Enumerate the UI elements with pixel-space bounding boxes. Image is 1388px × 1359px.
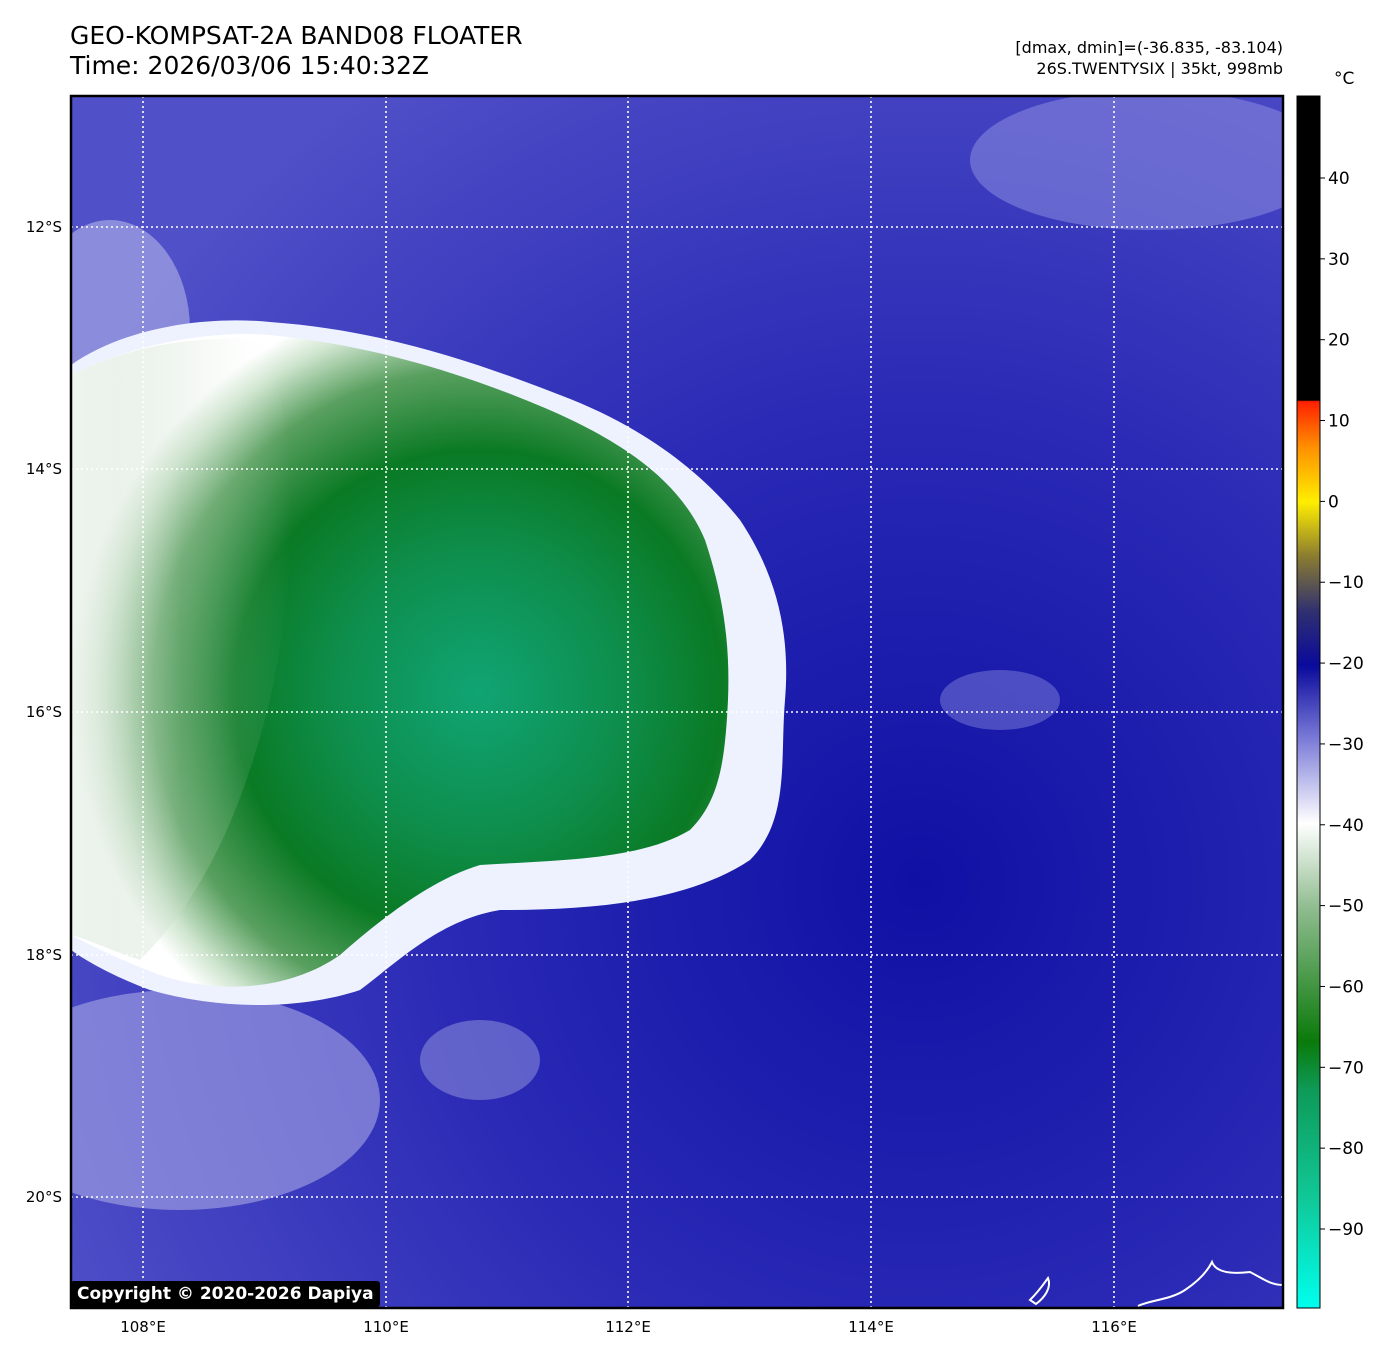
latitude-label: 16°S bbox=[26, 703, 62, 721]
observation-time: Time: 2026/03/06 15:40:32Z bbox=[70, 51, 429, 80]
longitude-label: 114°E bbox=[848, 1318, 894, 1336]
grid-lines bbox=[71, 96, 1283, 1308]
colorbar-tick-label: −50 bbox=[1328, 897, 1364, 917]
colorbar-tick-label: 40 bbox=[1328, 169, 1350, 189]
colorbar-tick-label: −80 bbox=[1328, 1139, 1364, 1159]
island-outline bbox=[1028, 1275, 1050, 1306]
colorbar-tick-label: −20 bbox=[1328, 654, 1364, 674]
longitude-label: 112°E bbox=[605, 1318, 651, 1336]
longitude-label: 116°E bbox=[1091, 1318, 1137, 1336]
colorbar-tick-label: −30 bbox=[1328, 735, 1364, 755]
longitude-label: 110°E bbox=[363, 1318, 409, 1336]
colorbar-tick-label: 20 bbox=[1328, 331, 1350, 351]
chart-title: GEO-KOMPSAT-2A BAND08 FLOATER bbox=[70, 21, 523, 50]
upper-cloud-haze bbox=[970, 96, 1283, 230]
scattered-cloud-south bbox=[420, 1020, 540, 1100]
satellite-image bbox=[71, 96, 1283, 1308]
cirrus-haze bbox=[71, 338, 292, 960]
colorbar-tick-label: 30 bbox=[1328, 250, 1350, 270]
coastline bbox=[1137, 1259, 1283, 1307]
lower-left-cloud-band bbox=[71, 990, 380, 1210]
longitude-label: 108°E bbox=[120, 1318, 166, 1336]
colorbar-tick-label: −70 bbox=[1328, 1058, 1364, 1078]
colorbar-ticks: 40 30 20 10 0 −10 −20 −30 −40 −50 −60 −70 −80 −90 bbox=[1320, 169, 1364, 1240]
colorbar-tick-label: −10 bbox=[1328, 573, 1364, 593]
data-range-text: [dmax, dmin]=(-36.835, -83.104) bbox=[1015, 38, 1283, 57]
colorbar-tick-label: −40 bbox=[1328, 816, 1364, 836]
colorbar bbox=[1296, 95, 1321, 1309]
storm-info-text: 26S.TWENTYSIX | 35kt, 998mb bbox=[1036, 59, 1283, 78]
latitude-labels: 12°S 14°S 16°S 18°S 20°S bbox=[26, 218, 62, 1206]
scattered-cloud bbox=[940, 670, 1060, 730]
longitude-labels: 108°E 110°E 112°E 114°E 116°E bbox=[120, 1318, 1137, 1336]
colorbar-unit: °C bbox=[1334, 69, 1354, 89]
colorbar-tick-label: −60 bbox=[1328, 977, 1364, 997]
latitude-label: 14°S bbox=[26, 460, 62, 478]
copyright-badge: Copyright © 2020-2026 Dapiya bbox=[71, 1281, 380, 1307]
colorbar-tick-label: 10 bbox=[1328, 412, 1350, 432]
colorbar-tick-label: −90 bbox=[1328, 1220, 1364, 1240]
latitude-label: 18°S bbox=[26, 946, 62, 964]
colorbar-tick-label: 0 bbox=[1328, 492, 1339, 512]
map-frame bbox=[69, 94, 1285, 1310]
latitude-label: 12°S bbox=[26, 218, 62, 236]
latitude-label: 20°S bbox=[26, 1188, 62, 1206]
